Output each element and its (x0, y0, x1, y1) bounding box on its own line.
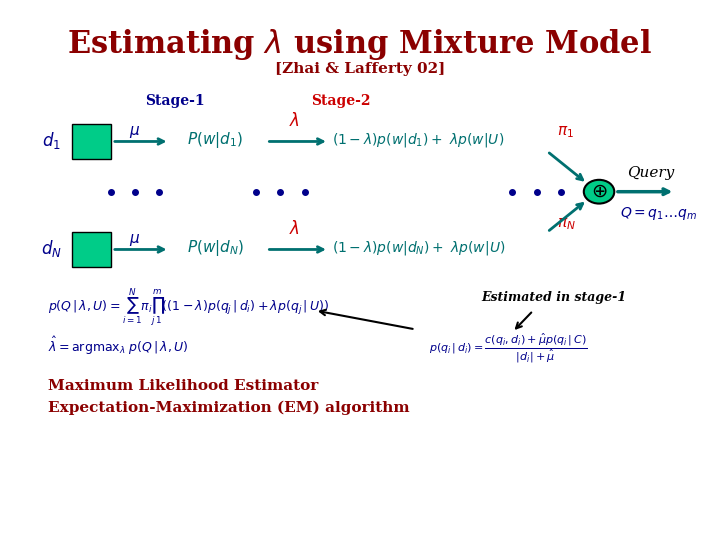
Text: $\lambda$: $\lambda$ (289, 220, 300, 239)
Text: Expectation-Maximization (EM) algorithm: Expectation-Maximization (EM) algorithm (48, 401, 410, 415)
Text: $d_N$: $d_N$ (41, 238, 62, 259)
Text: $\hat{\lambda}=\mathrm{argmax}_{\lambda}\ p(Q\,|\,\lambda,U)$: $\hat{\lambda}=\mathrm{argmax}_{\lambda}… (48, 335, 189, 356)
Text: $p(Q\,|\,\lambda,U)=\sum_{i=1}^{N}\pi_i\prod_{j\;1}^{m}((1-\lambda)p(q_j\,|\,d_i: $p(Q\,|\,\lambda,U)=\sum_{i=1}^{N}\pi_i\… (48, 287, 329, 329)
Text: $(1-\lambda)p(w|d_N)+\ \lambda p(w|U)$: $(1-\lambda)p(w|d_N)+\ \lambda p(w|U)$ (333, 239, 505, 258)
Text: $P(w|d_N)$: $P(w|d_N)$ (186, 238, 244, 259)
Text: $(1-\lambda)p(w|d_1)+\ \lambda p(w|U)$: $(1-\lambda)p(w|d_1)+\ \lambda p(w|U)$ (333, 131, 505, 150)
Text: Estimating $\lambda$ using Mixture Model: Estimating $\lambda$ using Mixture Model (68, 27, 652, 62)
Text: Query: Query (627, 166, 675, 180)
Text: $Q=q_1\ldots q_m$: $Q=q_1\ldots q_m$ (619, 205, 696, 222)
FancyBboxPatch shape (73, 124, 111, 159)
Text: [Zhai & Lafferty 02]: [Zhai & Lafferty 02] (275, 62, 445, 76)
Text: $P(w|d_1)$: $P(w|d_1)$ (186, 130, 243, 151)
Text: $\pi_1$: $\pi_1$ (557, 124, 575, 140)
Text: Stage-2: Stage-2 (312, 94, 371, 109)
Text: $\mu$: $\mu$ (129, 124, 140, 140)
Text: Maximum Likelihood Estimator: Maximum Likelihood Estimator (48, 379, 318, 393)
Circle shape (584, 180, 614, 204)
Text: Estimated in stage-1: Estimated in stage-1 (482, 291, 626, 303)
Text: $\pi_N$: $\pi_N$ (557, 216, 576, 232)
Text: $p(q_i\,|\,d_i)=\dfrac{c(q_i,d_i)+\hat{\mu}p(q_i\,|\,C)}{|d_i|+\hat{\mu}}$: $p(q_i\,|\,d_i)=\dfrac{c(q_i,d_i)+\hat{\… (429, 332, 588, 365)
Text: Stage-1: Stage-1 (145, 94, 204, 109)
Text: $d_1$: $d_1$ (42, 130, 61, 151)
Text: $\mu$: $\mu$ (129, 232, 140, 248)
Text: $\lambda$: $\lambda$ (289, 112, 300, 131)
FancyBboxPatch shape (73, 232, 111, 267)
Text: $\oplus$: $\oplus$ (591, 182, 607, 201)
